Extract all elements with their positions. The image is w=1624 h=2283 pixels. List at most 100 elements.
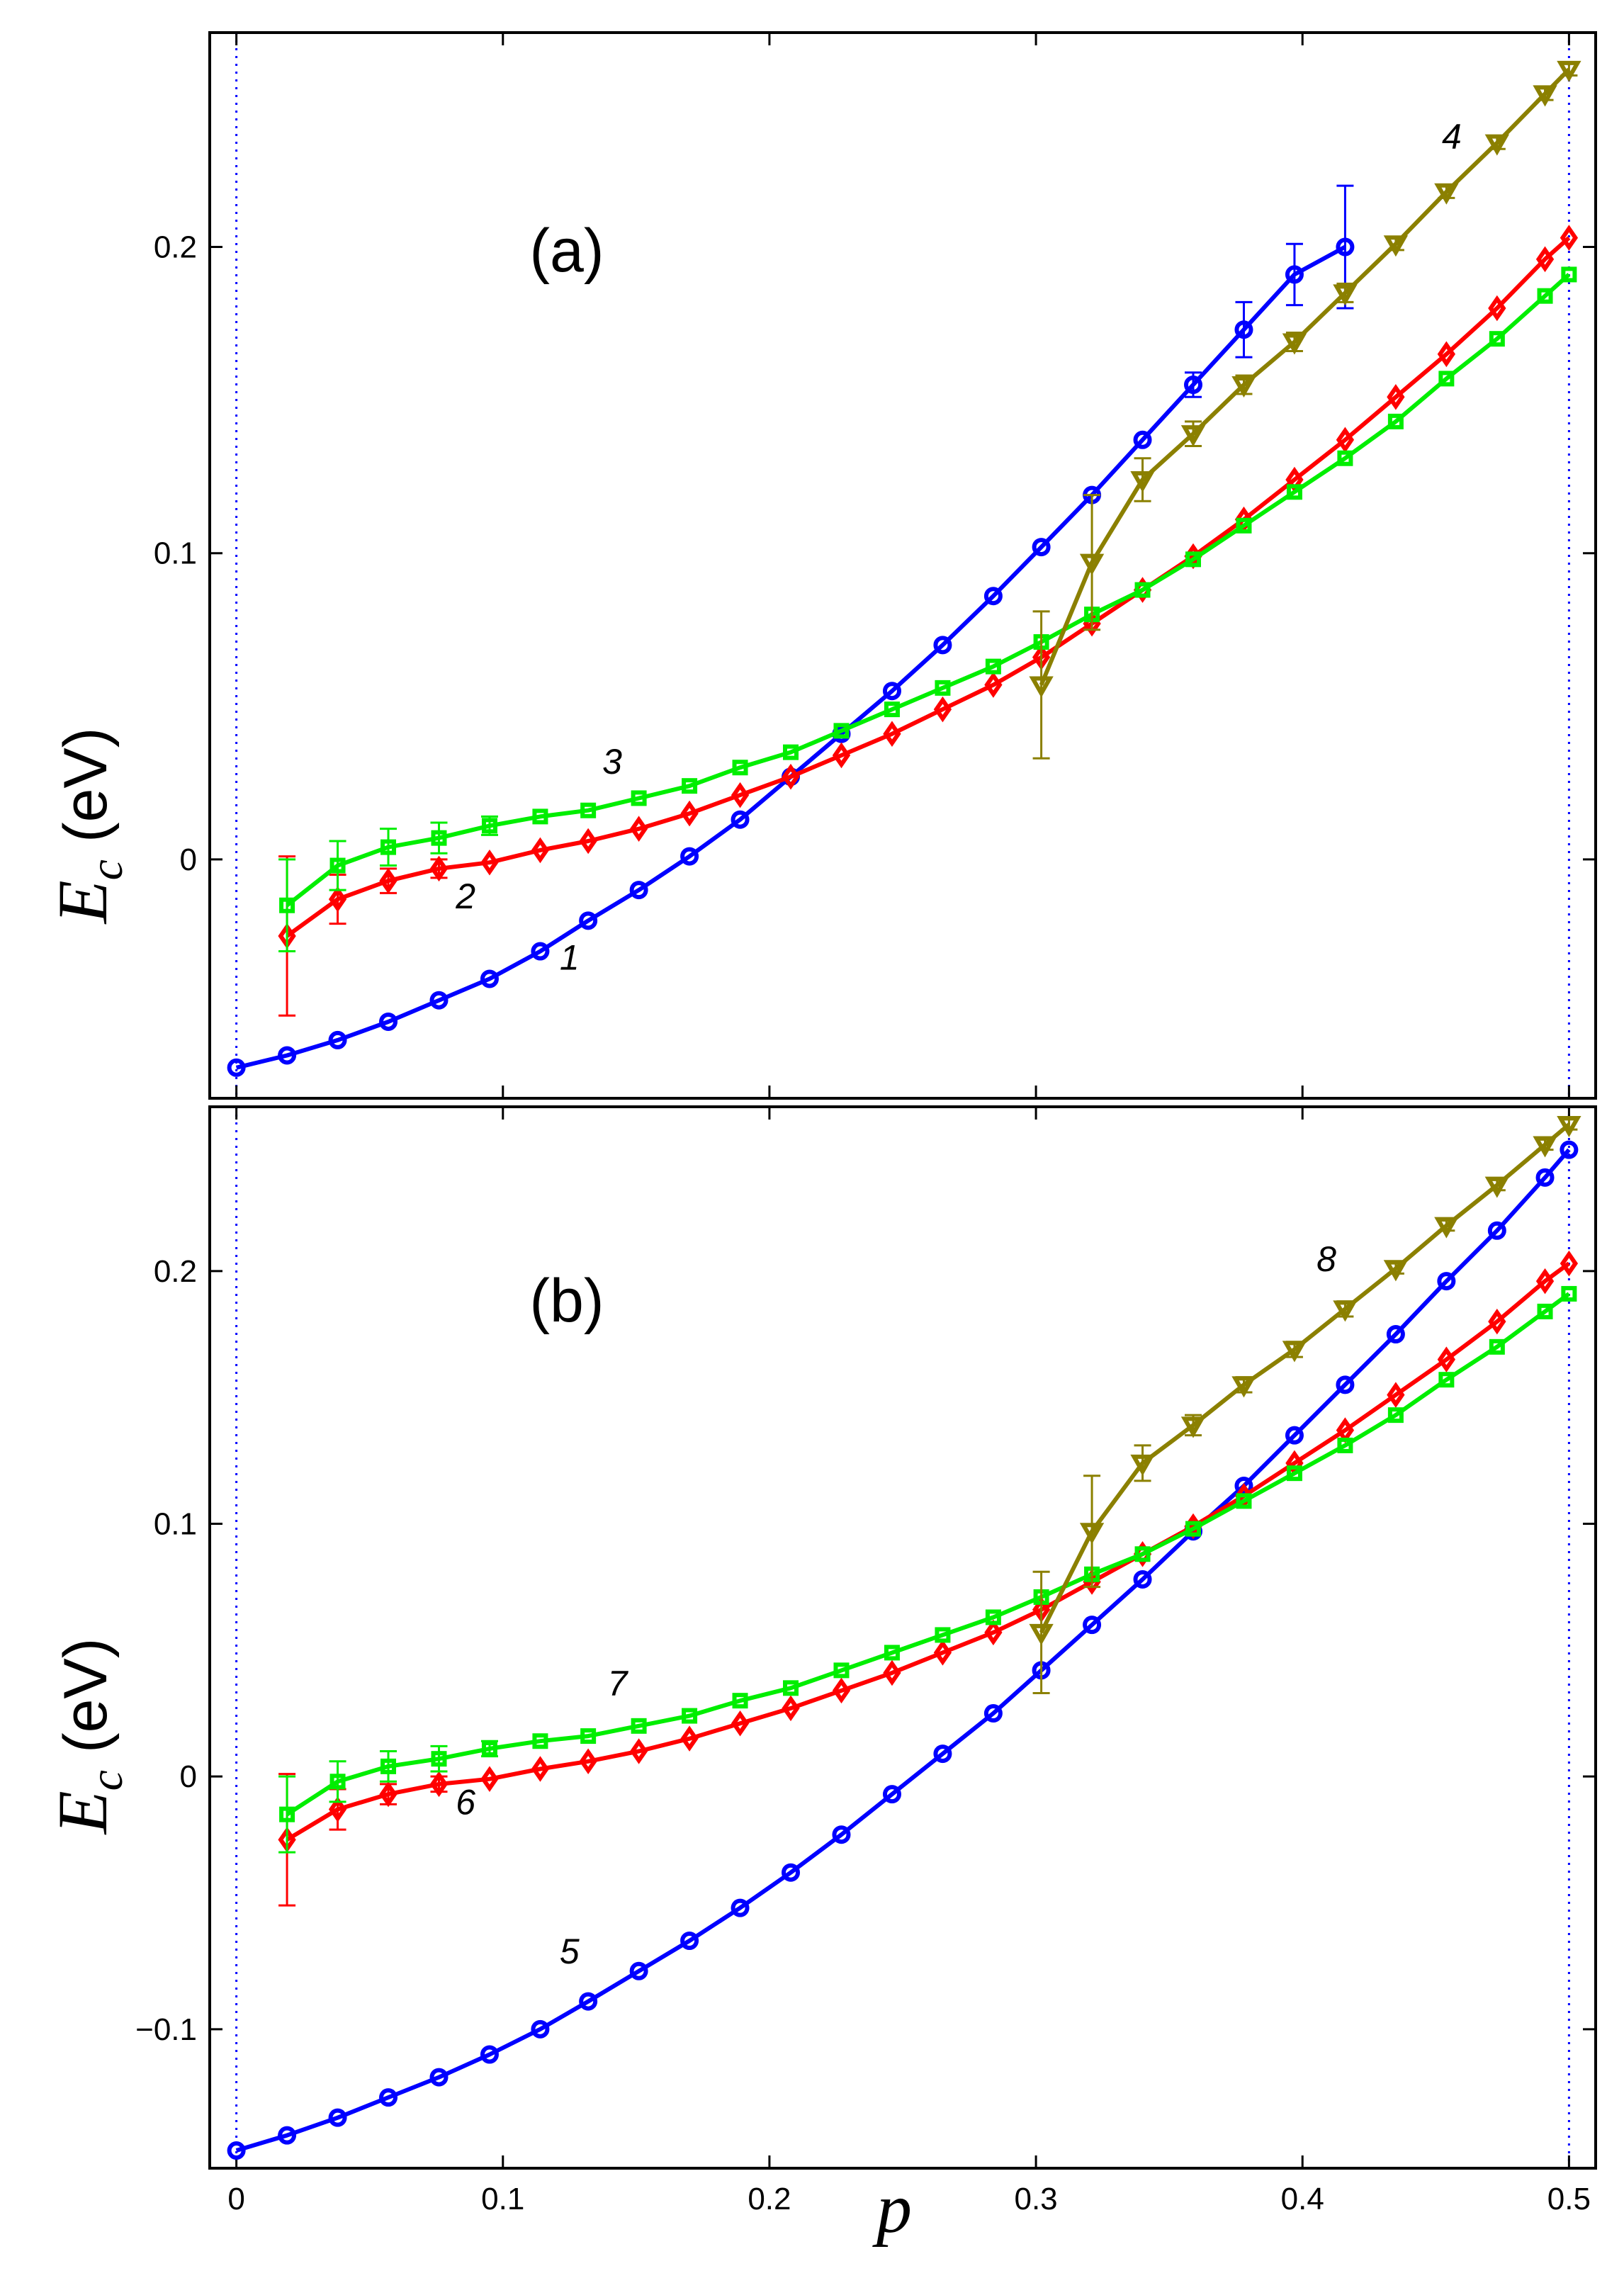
point-6-25	[1535, 1268, 1555, 1295]
point-3-11	[833, 723, 850, 739]
series-5	[227, 1140, 1579, 2160]
point-2-22	[1387, 384, 1405, 410]
point-8-7	[1383, 1260, 1409, 1282]
point-7-9	[732, 1693, 748, 1709]
point-8-5	[1282, 1341, 1307, 1363]
point-3-8	[682, 778, 698, 794]
point-4-11	[1557, 60, 1581, 82]
point-5-17	[1083, 1616, 1102, 1635]
curve-label-1: 1	[560, 937, 580, 977]
point-4-2	[1130, 470, 1155, 493]
xtick-label-b-5: 0.5	[1547, 2182, 1591, 2216]
xtick-label-b-0: 0	[227, 2182, 244, 2216]
point-2-4	[480, 849, 499, 876]
ytick-label-b-2: 0.1	[154, 1507, 197, 1542]
point-4-4	[1231, 376, 1256, 398]
point-4-7	[1383, 235, 1409, 257]
point-5-22	[1336, 1375, 1355, 1394]
point-2-19	[1234, 506, 1253, 533]
xtick-label-b-2: 0.2	[748, 2182, 791, 2216]
point-8-4	[1231, 1376, 1256, 1398]
point-3-25	[1537, 288, 1553, 304]
point-5-3	[379, 2088, 398, 2107]
point-7-17	[1134, 1546, 1151, 1562]
error-bar-1-21	[1285, 242, 1303, 307]
point-7-5	[532, 1733, 548, 1749]
series-8	[1029, 1115, 1581, 1694]
point-3-0	[279, 897, 295, 913]
point-4-8	[1434, 183, 1459, 205]
point-2-5	[531, 837, 550, 864]
point-3-19	[1236, 517, 1252, 534]
point-1-2	[328, 1030, 347, 1049]
point-2-8	[680, 800, 699, 827]
point-6-5	[531, 1756, 550, 1782]
point-2-13	[933, 696, 952, 723]
point-5-4	[429, 2068, 449, 2087]
point-5-24	[1437, 1272, 1456, 1291]
point-5-27	[1560, 1140, 1579, 1159]
point-6-13	[933, 1640, 952, 1666]
point-3-24	[1489, 331, 1505, 347]
point-5-20	[1234, 1477, 1253, 1495]
svg-text:Ec(eV): Ec (eV)	[43, 728, 132, 925]
point-5-8	[629, 1961, 648, 1980]
point-6-8	[680, 1725, 699, 1752]
point-1-4	[429, 991, 449, 1010]
point-1-7	[579, 911, 598, 930]
series-line-3	[286, 273, 1571, 908]
ylabel-main-a: E	[43, 880, 122, 925]
ylabel-main-b: E	[43, 1791, 122, 1835]
point-1-5	[480, 969, 499, 988]
point-7-26	[1561, 1285, 1577, 1302]
point-6-24	[1488, 1308, 1506, 1335]
point-5-0	[227, 2141, 246, 2160]
point-2-1	[328, 886, 347, 913]
point-6-1	[328, 1796, 347, 1822]
error-bar-3-1	[329, 840, 346, 891]
point-5-5	[480, 2045, 499, 2064]
point-1-3	[379, 1012, 398, 1031]
x-axis-label: p	[872, 2169, 912, 2248]
point-2-6	[579, 828, 597, 855]
point-3-23	[1438, 371, 1455, 387]
point-1-13	[882, 682, 901, 701]
error-bar-4-0	[1032, 610, 1050, 760]
point-8-0	[1029, 1623, 1054, 1645]
point-1-21	[1285, 265, 1304, 284]
point-6-3	[429, 1771, 449, 1798]
point-5-10	[731, 1898, 750, 1917]
curve-label-5: 5	[560, 1932, 580, 1971]
point-5-6	[531, 2019, 550, 2039]
point-3-21	[1337, 450, 1353, 466]
point-8-11	[1557, 1115, 1581, 1138]
panel-b-frame	[208, 1105, 1597, 2170]
point-6-14	[984, 1619, 1003, 1646]
point-3-1	[329, 857, 346, 874]
xtick-label-b-1: 0.1	[481, 2182, 524, 2216]
error-bar-7-1	[329, 1760, 346, 1803]
curve-label-2: 2	[455, 876, 475, 916]
point-8-10	[1533, 1136, 1557, 1158]
point-7-11	[833, 1662, 850, 1679]
point-4-0	[1029, 676, 1054, 698]
curve-label-8: 8	[1316, 1239, 1336, 1279]
point-2-2	[379, 867, 397, 894]
point-7-3	[431, 1751, 447, 1767]
point-3-17	[1134, 582, 1151, 598]
point-6-26	[1560, 1250, 1579, 1277]
panel-a: 0 0.1 0.2 1 2 3 4 (a)	[154, 31, 1597, 1100]
point-7-23	[1438, 1372, 1455, 1388]
point-3-18	[1185, 551, 1202, 568]
point-5-2	[328, 2108, 347, 2127]
point-1-8	[629, 881, 648, 900]
point-2-3	[429, 855, 449, 882]
panel-label-a: (a)	[529, 217, 604, 285]
point-6-23	[1437, 1346, 1456, 1372]
point-5-14	[933, 1744, 952, 1764]
point-2-23	[1437, 341, 1456, 368]
point-1-20	[1234, 320, 1253, 339]
curve-label-4: 4	[1442, 117, 1462, 157]
point-7-4	[481, 1740, 497, 1757]
